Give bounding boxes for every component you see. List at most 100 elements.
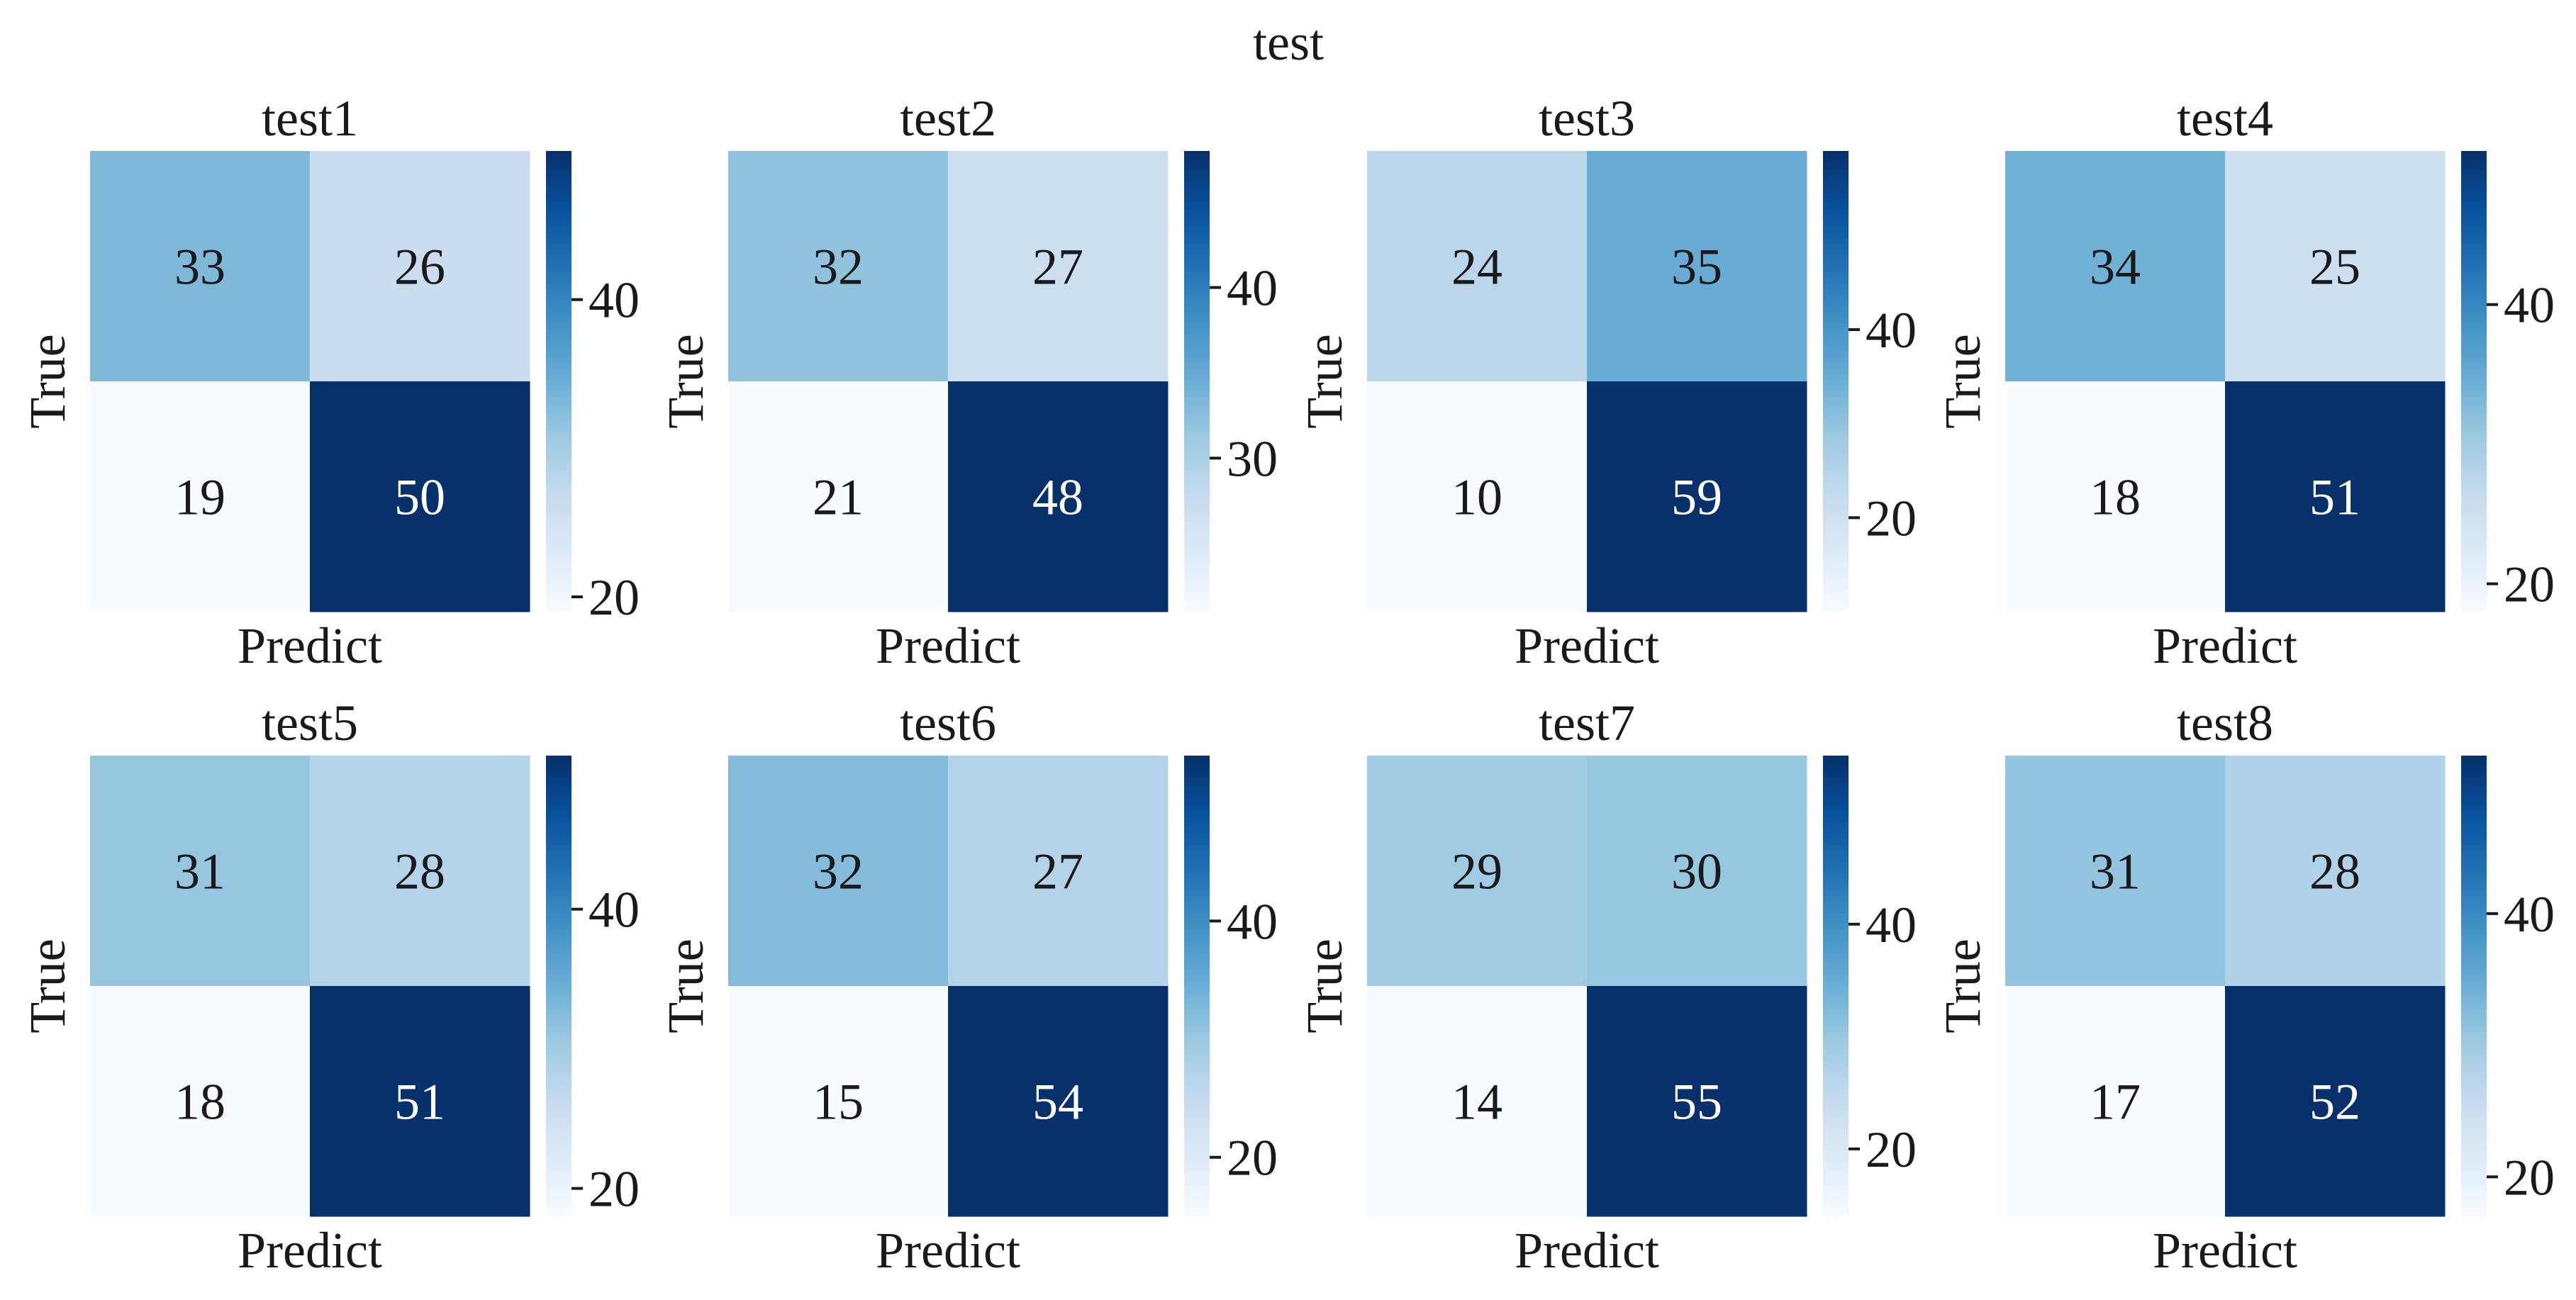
panel-title: test1 [262,90,358,147]
panel-title: test6 [900,695,996,751]
cell-value-label: 27 [1032,239,1083,296]
figure-title: test [1253,14,1324,71]
cell-value-label: 32 [813,239,864,296]
heatmap-cell [2225,381,2446,612]
heatmap-cell [2225,756,2446,987]
colorbar-tick-label: 40 [589,272,640,329]
heatmap-cell [90,756,311,987]
heatmap-panel-2: test2 32 27 21 48 True Predict 30 40 [657,90,1278,674]
cell-value-label: 29 [1451,844,1502,900]
cell-value-label: 28 [394,844,445,900]
colorbar [1823,151,1849,612]
y-axis-label: True [1296,938,1353,1033]
panel-title: test8 [2177,695,2273,751]
cell-value-label: 21 [813,469,864,526]
cell-value-label: 31 [2090,844,2141,900]
cell-value-label: 32 [813,844,864,900]
heatmap-cell [2005,381,2226,612]
panel-title: test7 [1539,695,1635,751]
colorbar-tick-label: 20 [589,569,640,626]
heatmap-panel-3: test3 24 35 10 59 True Predict 20 40 [1296,90,1917,674]
heatmap-cell [948,756,1169,987]
heatmap-cell [1367,151,1588,382]
colorbar-tick-label: 40 [2504,886,2555,943]
heatmap-cell [728,381,949,612]
colorbar-tick-label: 20 [1866,1121,1917,1178]
heatmap-cell [1367,756,1588,987]
colorbar [2461,151,2487,612]
colorbar-tick-label: 20 [1227,1130,1278,1187]
heatmap-cell [1367,986,1588,1217]
cell-value-label: 59 [1671,469,1722,526]
panel-title: test2 [900,90,996,147]
heatmap-cell [948,151,1169,382]
heatmap-panel-8: test8 31 28 17 52 True Predict 20 40 [1934,695,2555,1279]
heatmap-cell [728,986,949,1217]
cell-value-label: 55 [1671,1074,1722,1131]
heatmap-cell [90,986,311,1217]
colorbar-tick-label: 40 [2504,277,2555,334]
x-axis-label: Predict [2153,617,2297,674]
cell-value-label: 14 [1451,1074,1502,1131]
colorbar-tick-label: 20 [2504,556,2555,613]
x-axis-label: Predict [238,617,382,674]
heatmap-cell [310,381,530,612]
x-axis-label: Predict [876,617,1020,674]
cell-value-label: 19 [174,469,225,526]
cell-value-label: 24 [1451,239,1502,296]
heatmap-cell [2225,151,2446,382]
heatmap-cell [1587,756,1807,987]
colorbar [546,756,571,1216]
heatmap-panel-1: test1 33 26 19 50 True Predict 20 40 [19,90,640,674]
x-axis-label: Predict [1515,1222,1659,1279]
cell-value-label: 30 [1671,844,1722,900]
cell-value-label: 51 [394,1074,445,1131]
cell-value-label: 50 [394,469,445,526]
heatmap-cell [310,151,530,382]
colorbar [1184,151,1210,612]
colorbar-tick-label: 40 [589,882,640,938]
heatmap-panels: test1 33 26 19 50 True Predict 20 40 test2 32 27 21 4… [19,90,2555,1279]
cell-value-label: 27 [1032,844,1083,900]
y-axis-label: True [657,938,714,1033]
heatmap-cell [948,986,1169,1217]
heatmap-panel-5: test5 31 28 18 51 True Predict 20 40 [19,695,640,1279]
x-axis-label: Predict [238,1222,382,1279]
colorbar-tick-label: 30 [1227,430,1278,487]
heatmap-cell [2005,986,2226,1217]
colorbar-tick-label: 20 [589,1161,640,1218]
cell-value-label: 31 [174,844,225,900]
cell-value-label: 34 [2090,239,2141,296]
cell-value-label: 26 [394,239,445,296]
colorbar [1184,756,1210,1216]
cell-value-label: 18 [2090,469,2141,526]
heatmap-cell [90,381,311,612]
heatmap-panel-7: test7 29 30 14 55 True Predict 20 40 [1296,695,1917,1279]
heatmap-cell [310,756,530,987]
x-axis-label: Predict [1515,617,1659,674]
heatmap-cell [1587,151,1807,382]
panel-title: test3 [1539,90,1635,147]
heatmap-cell [1587,381,1807,612]
colorbar-tick-label: 40 [1866,897,1917,953]
heatmap-cell [948,381,1169,612]
y-axis-label: True [657,334,714,428]
cell-value-label: 17 [2090,1074,2141,1131]
heatmap-cell [728,756,949,987]
colorbar-tick-label: 40 [1866,302,1917,359]
heatmap-cell [1367,381,1588,612]
colorbar-tick-label: 20 [2504,1149,2555,1206]
y-axis-label: True [1934,334,1991,428]
heatmap-cell [2005,151,2226,382]
cell-value-label: 48 [1032,469,1083,526]
y-axis-label: True [1296,334,1353,428]
cell-value-label: 10 [1451,469,1502,526]
cell-value-label: 35 [1671,239,1722,296]
heatmap-cell [310,986,530,1217]
colorbar-tick-label: 40 [1227,260,1278,317]
x-axis-label: Predict [876,1222,1020,1279]
heatmap-cell [2005,756,2226,987]
heatmap-cell [1587,986,1807,1217]
cell-value-label: 18 [174,1074,225,1131]
